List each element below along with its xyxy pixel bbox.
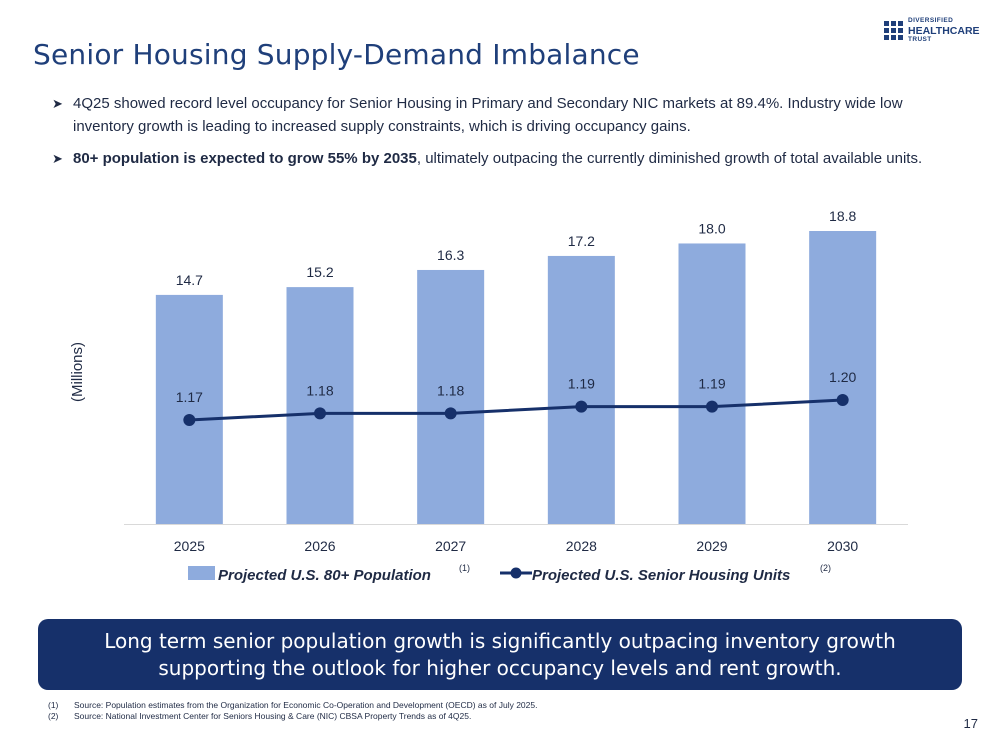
x-tick-label-2030: 2030 [827,538,858,554]
bar-2029 [678,243,746,524]
bar-label-2029: 18.0 [698,220,725,236]
y-axis-title: (Millions) [69,342,86,402]
arrow-bullet-icon: ➤ [52,96,63,111]
bar-label-2030: 18.8 [829,208,856,224]
footnote-item: (2) Source: National Investment Center fo… [48,711,472,721]
callout-text: Long term senior population growth is si… [104,628,896,680]
line-point-2026 [314,407,326,420]
bar-2030 [809,231,877,524]
legend-line-footnote: (2) [820,563,831,573]
x-tick-label-2025: 2025 [174,538,205,554]
bar-2028 [547,255,615,525]
line-label-2029: 1.19 [698,376,725,392]
bar-label-2027: 16.3 [437,247,464,263]
bullet-text: , ultimately outpacing the currently dim… [416,150,923,167]
bullet-text: 4Q25 showed record level occupancy for S… [73,95,903,135]
arrow-bullet-icon: ➤ [52,151,63,166]
line-point-2025 [183,414,196,426]
line-label-2027: 1.18 [437,382,464,398]
logo-line-2: HEALTHCARE [908,24,980,37]
legend-bar-label: Projected U.S. 80+ Population [218,567,431,584]
logo-line-1: DIVERSIFIED [908,17,954,24]
bar-label-2025: 14.7 [176,272,203,288]
legend-line-label: Projected U.S. Senior Housing Units [532,567,790,584]
bullet-list: ➤ 4Q25 showed record level occupancy for… [52,92,952,179]
line-label-2026: 1.18 [306,382,333,398]
bar-label-2028: 17.2 [568,233,595,249]
x-tick-label-2029: 2029 [696,538,727,554]
footnotes: (1) Source: Population estimates from the… [48,700,537,722]
bullet-item: ➤ 4Q25 showed record level occupancy for… [52,92,952,138]
footnote-item: (1) Source: Population estimates from the… [48,700,538,710]
logo-grid-icon [884,21,904,41]
bullet-bold-text: 80+ population is expected to grow 55% b… [73,150,417,167]
line-point-2029 [706,400,718,413]
logo-line-3: TRUST [908,36,932,43]
bar-2026 [286,287,354,524]
line-point-2028 [575,400,588,413]
line-senior-housing-units [189,398,843,422]
population-units-chart: 14.7 15.2 16.3 17.2 18.0 18.8 2025 2026 2027 2028… [69,208,908,584]
legend-bar-swatch [188,566,215,580]
x-tick-label-2026: 2026 [304,538,335,554]
line-label-2028: 1.19 [568,376,595,392]
x-tick-label-2027: 2027 [435,538,466,554]
line-point-2027 [444,407,457,420]
bar-2025 [155,294,223,524]
callout-box: Long term senior population growth is si… [38,619,962,690]
legend-line-marker [510,567,522,579]
page-title: Senior Housing Supply-Demand Imbalance [33,38,640,71]
page-number: 17 [963,716,978,731]
line-label-2030: 1.20 [829,369,856,385]
line-point-2030 [836,394,849,406]
bullet-item: ➤ 80+ population is expected to grow 55%… [52,147,952,170]
x-tick-label-2028: 2028 [566,538,597,554]
line-label-2025: 1.17 [176,389,203,405]
legend-bar-footnote: (1) [459,563,470,573]
bar-label-2026: 15.2 [306,264,333,280]
bar-2027 [417,269,485,524]
